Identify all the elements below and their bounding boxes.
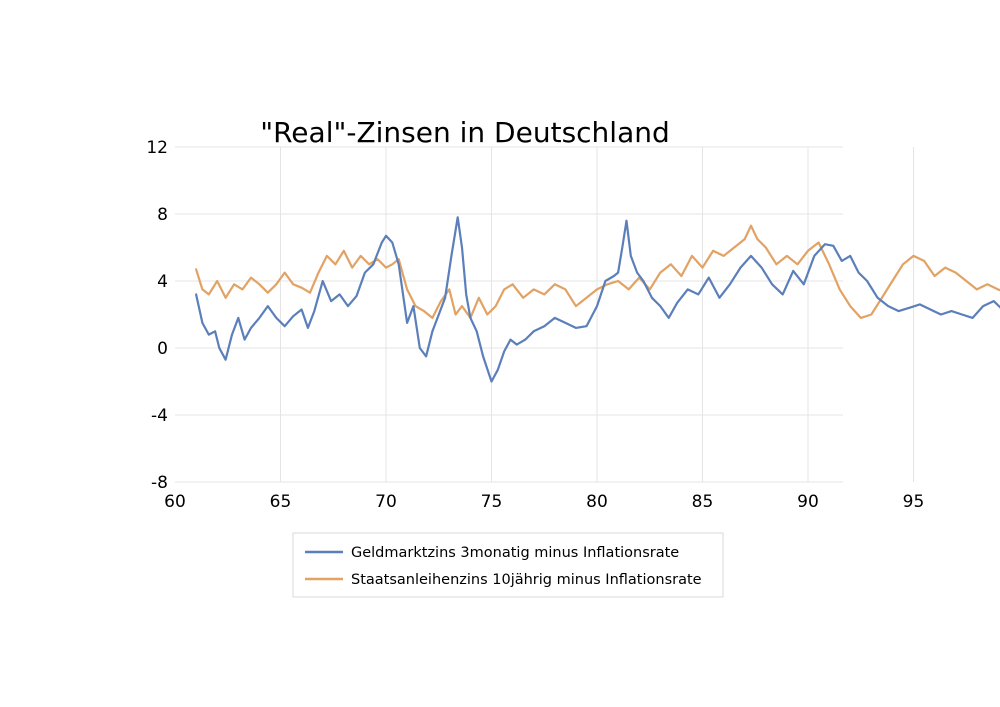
series-line-staatsanleihenzins bbox=[195, 224, 1000, 319]
legend: Geldmarktzins 3monatig minus Inflationsr… bbox=[292, 532, 724, 598]
y-tick-label: -4 bbox=[151, 406, 168, 426]
y-tick-label: -8 bbox=[151, 473, 168, 493]
gridlines bbox=[175, 146, 914, 483]
x-tick-label: 80 bbox=[586, 492, 608, 512]
x-tick-label: 85 bbox=[692, 492, 714, 512]
x-tick-label: 75 bbox=[481, 492, 503, 512]
y-tick-label: 8 bbox=[157, 205, 168, 225]
x-axis-ticks: 60657075808590950005101520 bbox=[164, 492, 925, 512]
y-tick-label: 0 bbox=[157, 339, 168, 359]
x-tick-label: 60 bbox=[164, 492, 186, 512]
y-axis-ticks: 12 8 4 0 -4 -8 bbox=[146, 138, 168, 493]
series-line-geldmarktzins bbox=[195, 216, 1000, 383]
legend-box bbox=[292, 532, 724, 598]
legend-label-staatsanleihen: Staatsanleihenzins 10jährig minus Inflat… bbox=[351, 572, 702, 588]
x-tick-label: 95 bbox=[903, 492, 925, 512]
x-tick-label: 70 bbox=[375, 492, 397, 512]
chart-title: "Real"-Zinsen in Deutschland bbox=[260, 116, 670, 149]
x-tick-label: 90 bbox=[797, 492, 819, 512]
legend-label-geldmarkt: Geldmarktzins 3monatig minus Inflationsr… bbox=[351, 545, 679, 561]
y-tick-label: 4 bbox=[157, 272, 168, 292]
series-lines bbox=[195, 216, 1000, 383]
x-tick-label: 65 bbox=[270, 492, 292, 512]
y-tick-label: 12 bbox=[146, 138, 168, 158]
